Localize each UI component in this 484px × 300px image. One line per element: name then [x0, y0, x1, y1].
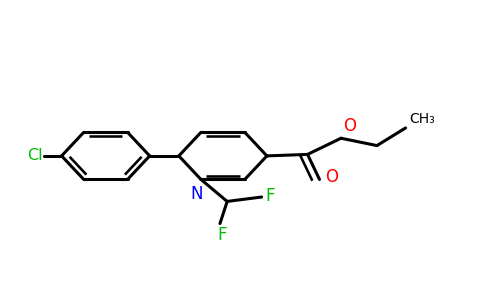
- Text: O: O: [325, 168, 338, 186]
- Text: CH₃: CH₃: [409, 112, 435, 126]
- Text: Cl: Cl: [27, 148, 43, 164]
- Text: F: F: [265, 188, 275, 206]
- Text: N: N: [191, 184, 203, 202]
- Text: O: O: [344, 117, 356, 135]
- Text: F: F: [218, 226, 227, 244]
